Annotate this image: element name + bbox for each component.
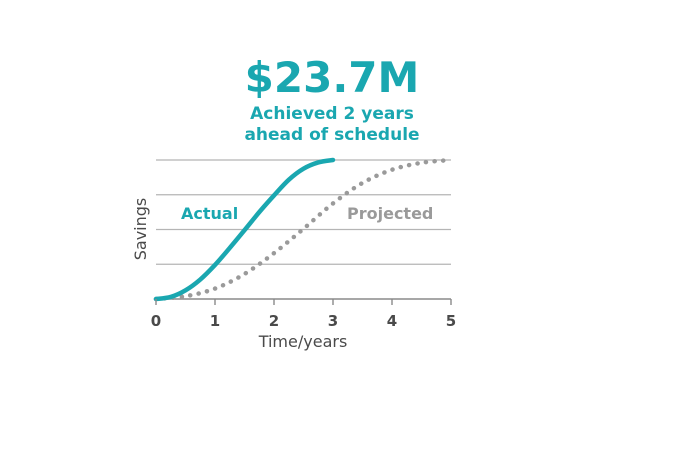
x-tick-label: 5	[446, 312, 456, 330]
x-axis-title: Time/years	[258, 332, 348, 351]
x-tick-label: 2	[269, 312, 279, 330]
y-axis-title: Savings	[131, 198, 150, 261]
headline-value: $23.7M	[245, 53, 420, 102]
series-label-actual: Actual	[181, 204, 238, 223]
series-lines	[153, 157, 454, 302]
subtitle-line-2: ahead of schedule	[244, 125, 419, 145]
x-axis-ticks: 0 1 2 3 4 5	[151, 299, 456, 330]
x-tick-label: 0	[151, 312, 161, 330]
series-label-projected: Projected	[347, 204, 433, 223]
x-tick-label: 3	[328, 312, 338, 330]
subtitle-line-1: Achieved 2 years	[250, 104, 414, 124]
grid-lines	[156, 159, 451, 300]
series-line-projected	[153, 157, 454, 302]
x-tick-label: 4	[387, 312, 397, 330]
series-line-actual	[153, 157, 336, 302]
x-tick-label: 1	[210, 312, 220, 330]
